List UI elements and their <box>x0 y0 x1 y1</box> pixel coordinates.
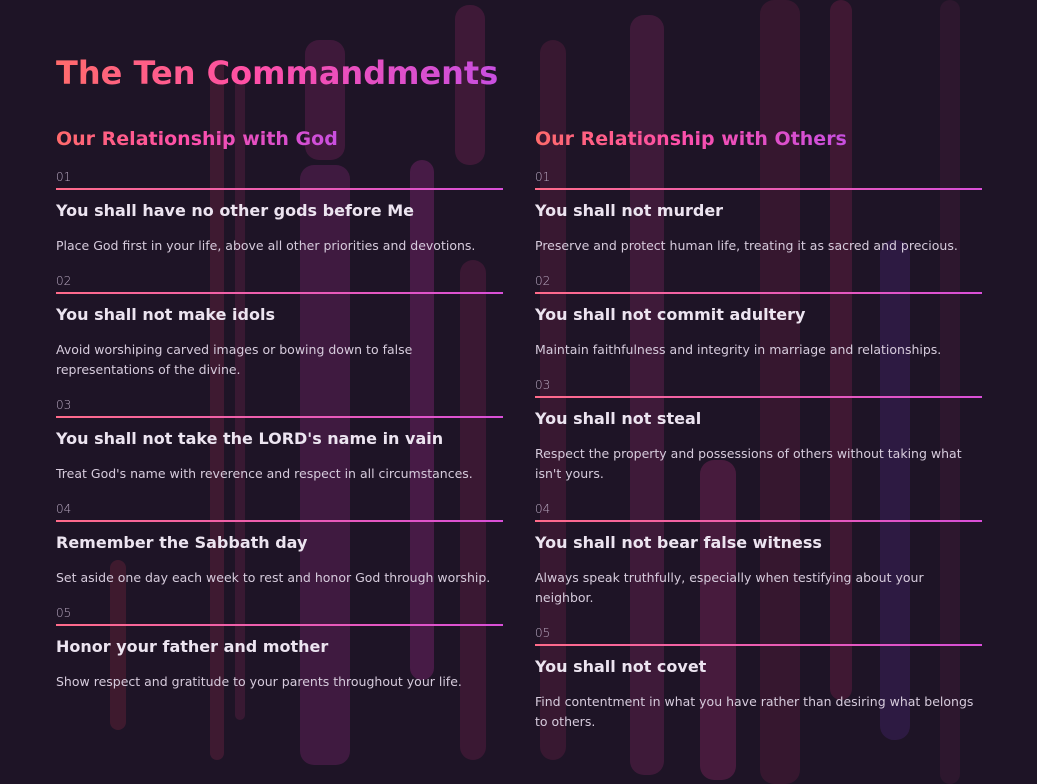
item-description: Respect the property and possessions of … <box>535 446 962 481</box>
item-number: 01 <box>56 170 72 184</box>
item-number: 05 <box>535 626 551 640</box>
item-description: Always speak truthfully, especially when… <box>535 570 924 605</box>
item-number: 05 <box>56 606 72 620</box>
item-number: 04 <box>56 502 72 516</box>
bg-bar <box>455 5 485 165</box>
item-description: Place God first in your life, above all … <box>56 238 476 253</box>
bg-bar <box>460 260 486 760</box>
item-title: You shall not take the LORD's name in va… <box>56 429 444 448</box>
section-heading: Our Relationship with God <box>56 128 338 150</box>
divider <box>535 644 982 646</box>
item-number: 03 <box>535 378 551 392</box>
commandment-item: 05 You shall not covet Find contentment in… <box>535 626 982 732</box>
bg-bar <box>210 60 224 760</box>
item-number: 01 <box>535 170 551 184</box>
bg-bar <box>410 160 434 680</box>
bg-bar <box>700 460 736 780</box>
item-title: You shall have no other gods before Me <box>56 201 414 220</box>
section-heading: Our Relationship with Others <box>535 128 847 150</box>
divider <box>56 624 503 626</box>
bg-bar <box>880 240 910 740</box>
item-number: 02 <box>535 274 551 288</box>
item-title: You shall not bear false witness <box>535 533 822 552</box>
item-description: Treat God's name with reverence and resp… <box>56 466 473 481</box>
bg-bar <box>940 0 960 784</box>
bg-bar <box>830 0 852 700</box>
item-title: You shall not commit adultery <box>535 305 806 324</box>
item-title: You shall not make idols <box>56 305 275 324</box>
divider <box>56 188 503 190</box>
item-title: You shall not covet <box>535 657 707 676</box>
bg-bar <box>305 40 345 160</box>
item-description: Avoid worshiping carved images or bowing… <box>56 342 413 377</box>
item-description: Find contentment in what you have rather… <box>535 694 974 729</box>
divider <box>535 520 982 522</box>
bg-bar <box>235 80 245 720</box>
item-title: Honor your father and mother <box>56 637 329 656</box>
divider <box>56 416 503 418</box>
commandment-item: 05 Honor your father and mother Show respe… <box>56 606 503 692</box>
item-description: Set aside one day each week to rest and … <box>56 570 491 585</box>
item-title: You shall not murder <box>535 201 724 220</box>
bg-bar <box>300 165 350 765</box>
commandment-item: 02 You shall not commit adultery Maintain … <box>535 274 982 360</box>
commandment-item: 01 You shall have no other gods before Me… <box>56 170 503 256</box>
page-title: The Ten Commandments <box>56 54 499 92</box>
commandment-item: 02 You shall not make idols Avoid worshipi… <box>56 274 503 380</box>
bg-bar <box>540 40 566 760</box>
item-description: Preserve and protect human life, treatin… <box>535 238 958 253</box>
item-description: Show respect and gratitude to your paren… <box>56 674 462 689</box>
item-number: 03 <box>56 398 72 412</box>
divider <box>56 520 503 522</box>
column-others: Our Relationship with Others 01 You shall… <box>535 128 982 750</box>
commandment-item: 03 You shall not steal Respect the propert… <box>535 378 982 484</box>
commandment-item: 03 You shall not take the LORD's name in … <box>56 398 503 484</box>
bg-bar <box>760 0 800 784</box>
divider <box>535 396 982 398</box>
divider <box>535 292 982 294</box>
divider <box>56 292 503 294</box>
item-number: 02 <box>56 274 72 288</box>
commandment-item: 04 You shall not bear false witness Always… <box>535 502 982 608</box>
divider <box>535 188 982 190</box>
item-title: Remember the Sabbath day <box>56 533 308 552</box>
item-number: 04 <box>535 502 551 516</box>
commandment-item: 04 Remember the Sabbath day Set aside one … <box>56 502 503 588</box>
item-description: Maintain faithfulness and integrity in m… <box>535 342 942 357</box>
column-god: Our Relationship with God 01 You shall ha… <box>56 128 503 710</box>
item-title: You shall not steal <box>535 409 702 428</box>
bg-bar <box>630 15 664 775</box>
bg-bar <box>110 560 126 730</box>
commandment-item: 01 You shall not murder Preserve and prote… <box>535 170 982 256</box>
